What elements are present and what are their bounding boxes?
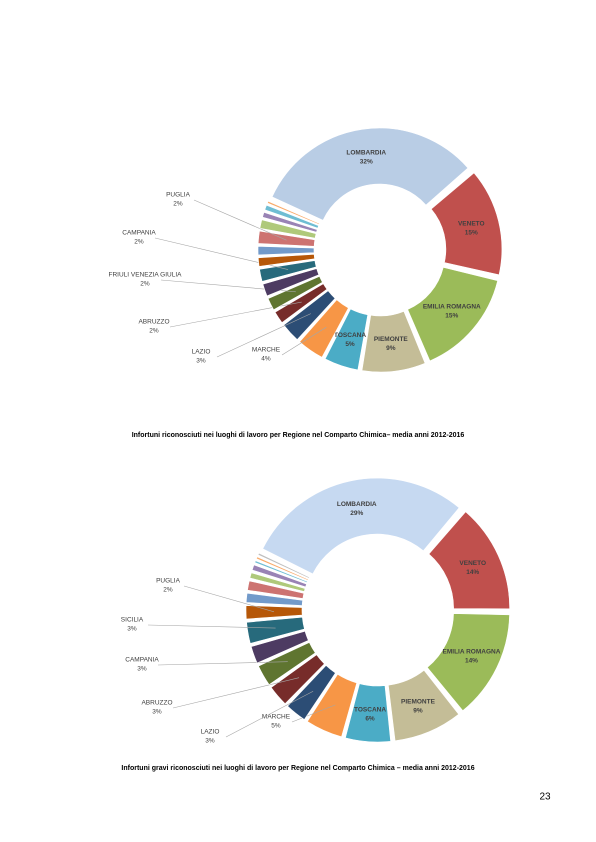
- leader-line: [193, 199, 287, 241]
- slice-label: LOMBARDIA: [346, 150, 386, 157]
- slice: [407, 267, 499, 362]
- slice: [250, 630, 309, 664]
- slice: [249, 572, 306, 592]
- slice-value: 3%: [137, 666, 147, 673]
- slice: [287, 665, 336, 720]
- leader-line: [225, 691, 314, 738]
- leader-line: [183, 585, 275, 613]
- slice-label: VENETO: [458, 220, 485, 227]
- slice: [262, 477, 460, 575]
- slice-value: 15%: [465, 229, 478, 236]
- slice-label: SICILIA: [121, 617, 144, 624]
- slice: [271, 127, 469, 221]
- slice: [270, 654, 325, 705]
- slice-value: 5%: [345, 341, 355, 348]
- slice-value: 2%: [140, 281, 150, 288]
- slice-label: FRIULI VENEZIA GIULIA: [109, 272, 183, 279]
- slice-value: 2%: [163, 587, 173, 594]
- slice-label: PUGLIA: [156, 578, 181, 585]
- slice-value: 2%: [134, 239, 144, 246]
- slice-label: MARCHE: [262, 714, 291, 721]
- slice: [387, 669, 460, 742]
- slice-value: 3%: [205, 738, 215, 745]
- slice-value: 14%: [465, 657, 478, 664]
- slice: [255, 556, 309, 581]
- slice-value: 2%: [149, 328, 159, 335]
- slice: [259, 219, 317, 239]
- slice: [430, 172, 503, 276]
- slice-label: CAMPANIA: [125, 657, 159, 664]
- leader-line: [172, 677, 300, 709]
- slice: [306, 673, 358, 738]
- slice-label: PIEMONTE: [401, 699, 436, 706]
- slice: [259, 260, 317, 282]
- slice: [257, 552, 310, 579]
- leader-line: [147, 624, 276, 629]
- slice-value: 3%: [196, 358, 206, 365]
- slice: [428, 511, 510, 610]
- slice: [262, 212, 318, 233]
- slice-label: LOMBARDIA: [337, 501, 377, 508]
- leader-line: [216, 313, 311, 358]
- caption: Infortuni riconosciuti nei luoghi di lav…: [132, 432, 465, 439]
- slice-label: CAMPANIA: [122, 230, 156, 237]
- slice-label: VENETO: [459, 560, 486, 567]
- slice-label: ABRUZZO: [141, 700, 172, 707]
- slice-value: 32%: [360, 159, 373, 166]
- slice: [264, 204, 319, 229]
- slice: [426, 613, 510, 712]
- slice: [247, 580, 305, 599]
- slice: [257, 246, 315, 256]
- slice-value: 3%: [127, 626, 137, 633]
- slice-value: 3%: [152, 709, 162, 716]
- slice: [345, 683, 391, 743]
- leader-line: [281, 326, 327, 356]
- slice-value: 5%: [271, 723, 281, 730]
- slice-value: 4%: [261, 356, 271, 363]
- slice: [258, 642, 316, 686]
- slice-label: MARCHE: [252, 347, 281, 354]
- slice: [324, 308, 369, 371]
- slice-label: LAZIO: [201, 729, 220, 736]
- slice-label: PIEMONTE: [374, 336, 409, 343]
- slice-value: 29%: [350, 510, 363, 517]
- page-number: 23: [539, 792, 551, 803]
- slice: [245, 605, 303, 620]
- slice-label: EMILIA ROMAGNA: [423, 303, 481, 310]
- caption: Infortuni gravi riconosciuti nei luoghi …: [121, 765, 474, 772]
- slice-value: 6%: [365, 715, 375, 722]
- slice: [274, 283, 328, 323]
- slice-value: 9%: [386, 345, 396, 352]
- slice: [251, 564, 307, 588]
- slice: [257, 253, 315, 267]
- slice: [245, 592, 303, 606]
- slice-label: EMILIA ROMAGNA: [443, 648, 501, 655]
- slice-label: PUGLIA: [166, 192, 191, 199]
- slice-label: TOSCANA: [354, 706, 386, 713]
- slice-value: 15%: [445, 312, 458, 319]
- slice: [361, 310, 426, 373]
- slice: [262, 268, 320, 297]
- slice: [246, 616, 305, 644]
- slice: [283, 290, 336, 340]
- slice-label: LAZIO: [192, 349, 211, 356]
- slice-value: 9%: [413, 708, 423, 715]
- slice-label: TOSCANA: [334, 332, 366, 339]
- slice: [257, 230, 316, 247]
- slice: [267, 200, 320, 225]
- leader-line: [291, 704, 336, 723]
- slice: [267, 276, 323, 311]
- leader-line: [157, 661, 288, 666]
- slice-value: 14%: [466, 569, 479, 576]
- slice-label: ABRUZZO: [138, 319, 169, 326]
- slice: [254, 560, 308, 584]
- slice-value: 2%: [173, 201, 183, 208]
